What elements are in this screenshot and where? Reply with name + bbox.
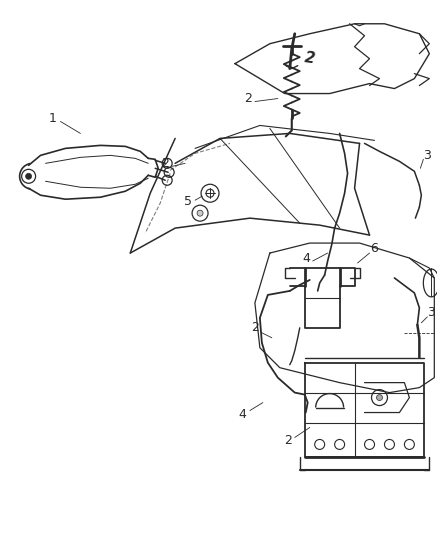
Circle shape	[197, 210, 203, 216]
Text: 2: 2	[161, 157, 169, 170]
Text: 3: 3	[427, 306, 435, 319]
Text: 4: 4	[303, 252, 311, 264]
Text: 6: 6	[371, 241, 378, 255]
Text: 2: 2	[304, 51, 316, 67]
Text: 2: 2	[244, 92, 252, 105]
Text: 5: 5	[184, 195, 192, 208]
Circle shape	[25, 173, 32, 179]
Text: 2: 2	[284, 434, 292, 447]
Circle shape	[377, 394, 382, 401]
Text: 2: 2	[251, 321, 259, 334]
Text: 1: 1	[49, 112, 57, 125]
Text: 4: 4	[238, 408, 246, 421]
Text: 3: 3	[424, 149, 431, 162]
